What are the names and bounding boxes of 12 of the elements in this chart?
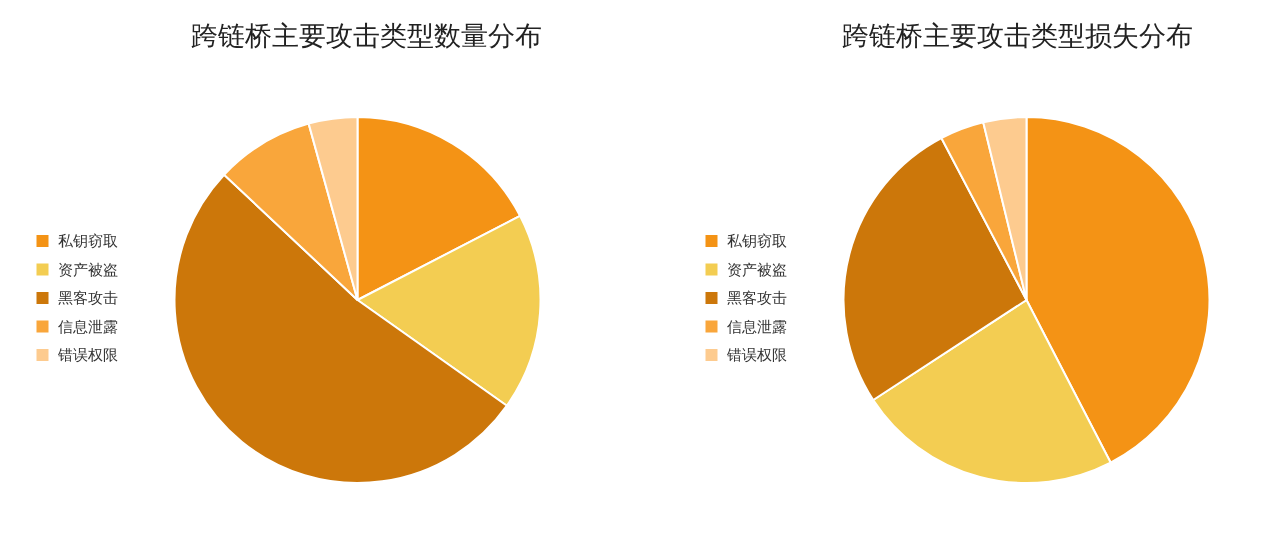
chart-title: 跨链桥主要攻击类型数量分布	[191, 20, 542, 51]
legend-label: 黑客攻击	[57, 290, 118, 306]
legend-label: 私钥窃取	[57, 233, 118, 249]
legend-label: 黑客攻击	[726, 290, 787, 306]
legend-label: 错误权限	[725, 347, 787, 363]
legend-label: 错误权限	[56, 347, 118, 363]
legend-label: 资产被盗	[726, 261, 787, 278]
chart-title: 跨链桥主要攻击类型损失分布	[842, 20, 1193, 51]
legend-label: 资产被盗	[57, 261, 118, 278]
legend-label: 信息泄露	[726, 318, 787, 335]
legend-label: 私钥窃取	[726, 233, 787, 249]
legend-label: 信息泄露	[57, 318, 118, 335]
